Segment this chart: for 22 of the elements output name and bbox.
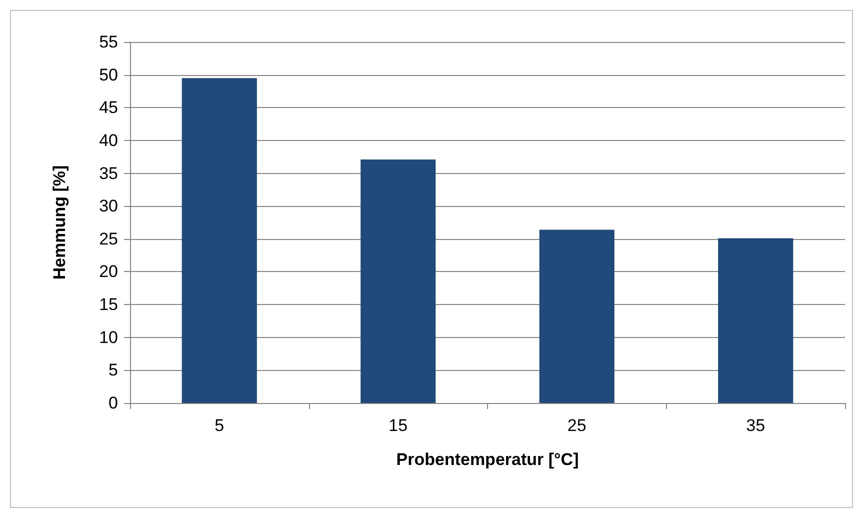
y-tick-label: 10 — [99, 328, 118, 347]
y-tick-label: 20 — [99, 262, 118, 282]
y-tick-label: 45 — [99, 98, 118, 118]
y-tick-label: 30 — [99, 196, 118, 216]
x-tick-label: 35 — [746, 416, 766, 435]
bar — [718, 238, 794, 403]
y-tick-label: 25 — [99, 229, 118, 248]
y-tick-label: 15 — [99, 295, 118, 314]
y-tick-label: 0 — [108, 394, 118, 412]
y-axis-title: Hemmung [%] — [50, 165, 69, 280]
y-tick-label: 40 — [99, 130, 118, 150]
bar — [539, 230, 614, 403]
bar — [360, 159, 436, 403]
y-tick-label: 35 — [99, 164, 118, 183]
y-tick-label: 50 — [99, 65, 118, 84]
y-tick-label: 55 — [99, 32, 118, 52]
bar — [182, 78, 257, 403]
y-tick-label: 5 — [108, 360, 118, 380]
x-tick-label: 25 — [567, 416, 586, 435]
x-tick-label: 15 — [388, 416, 408, 435]
x-axis-title: Probentemperatur [°C] — [396, 450, 579, 469]
x-tick-label: 5 — [214, 416, 224, 435]
